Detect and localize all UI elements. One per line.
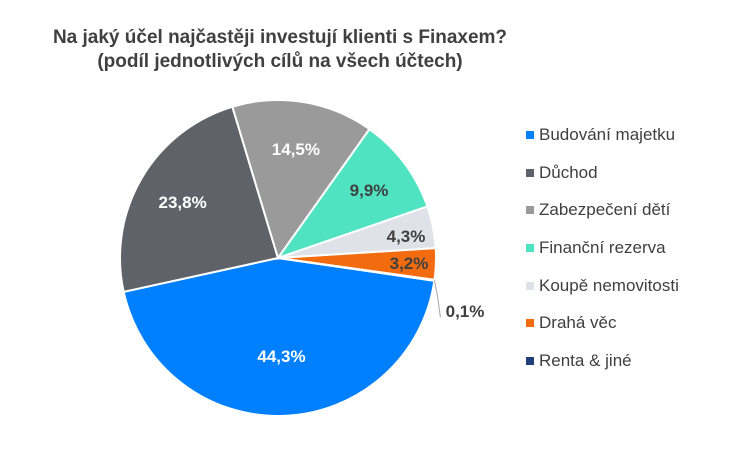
legend-swatch — [526, 206, 534, 215]
legend-label: Důchod — [539, 162, 598, 182]
data-label: 0,1% — [446, 302, 485, 321]
pie-slice — [275, 127, 429, 260]
legend-item: Budování majetku — [526, 116, 679, 154]
chart-title: Na jaký účel najčastěji investují klient… — [0, 26, 560, 74]
legend-label: Zabezpečení dětí — [539, 200, 671, 220]
legend-item: Renta & jiné — [526, 342, 679, 380]
data-label: 23,8% — [159, 193, 207, 212]
legend-swatch — [526, 243, 534, 252]
legend-swatch — [526, 130, 534, 139]
legend-label: Finanční rezerva — [539, 237, 666, 257]
legend-item: Důchod — [526, 154, 679, 192]
legend-swatch — [526, 356, 534, 365]
data-label: 14,5% — [272, 140, 320, 159]
data-label: 4,3% — [387, 227, 426, 246]
legend-label: Budování majetku — [539, 124, 676, 144]
pie-slice — [231, 99, 371, 261]
leader-line — [433, 280, 441, 318]
legend-item: Finanční rezerva — [526, 229, 679, 267]
data-label: 44,3% — [257, 347, 305, 366]
legend-label: Renta & jiné — [539, 350, 632, 370]
legend-swatch — [526, 168, 534, 177]
pie-slice — [122, 256, 436, 417]
chart-title-line-1: Na jaký účel najčastěji investují klient… — [52, 27, 508, 48]
legend-swatch — [526, 319, 534, 328]
legend-label: Koupě nemovitosti — [539, 275, 679, 295]
data-label: 9,9% — [350, 181, 389, 200]
chart-subtitle: (podíl jednotlivých cílů na všech účtech… — [97, 51, 463, 72]
legend-swatch — [526, 281, 534, 290]
legend-item: Zabezpečení dětí — [526, 191, 679, 229]
legend-label: Drahá věc — [539, 313, 617, 333]
pie-slice — [119, 105, 280, 294]
legend: Budování majetku Důchod Zabezpečení dětí Fi… — [526, 116, 679, 380]
data-label: 3,2% — [390, 254, 429, 273]
legend-item: Koupě nemovitosti — [526, 267, 679, 305]
legend-item: Drahá věc — [526, 304, 679, 342]
